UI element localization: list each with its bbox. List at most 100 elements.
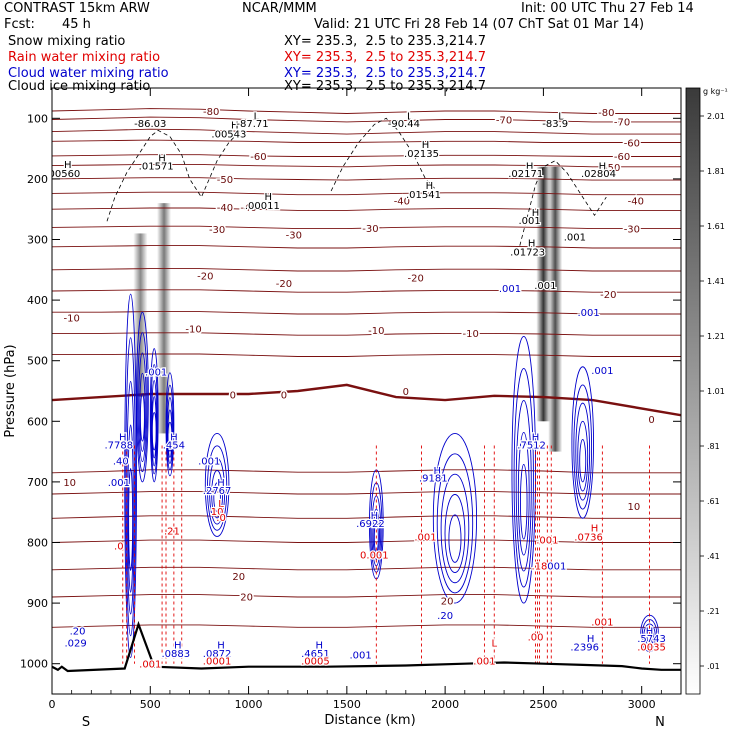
field-annotation-8: -83.9	[542, 119, 568, 130]
field-annotation-43: .0	[216, 513, 226, 524]
field-annotation-80: .5743	[637, 634, 666, 645]
cloud-water-contour-6-3	[444, 494, 466, 574]
isotherm-label-15: -30	[362, 224, 378, 235]
y-tick-label-0: 100	[27, 112, 48, 125]
field-annotation-12: .01571	[139, 162, 174, 173]
field-annotation-62: .20	[437, 611, 453, 622]
isotherm-label-13: -30	[209, 225, 225, 236]
forecast-hour: 45 h	[62, 17, 91, 32]
field-annotation-20: .01541	[406, 190, 441, 201]
field-annotation-79: H	[646, 626, 654, 637]
field-annotation-31: .001	[145, 368, 167, 379]
isotherm-4	[52, 154, 681, 157]
forecast-label: Fcst:	[4, 17, 35, 32]
isotherm-label-6: -60	[614, 152, 630, 163]
colorbar-tick-label-8: 1.61	[707, 222, 725, 231]
isotherm-label-25: 0	[230, 391, 236, 402]
field-annotation-15: H	[526, 162, 534, 173]
colorbar-tick-label-2: .41	[707, 552, 720, 561]
field-annotation-47: H	[433, 466, 441, 477]
x-tick-label-4: 2000	[431, 698, 459, 711]
field-xy-rain: XY= 235.3, 2.5 to 235.3,214.7	[284, 50, 487, 65]
cloud-water-contour-5-3	[372, 508, 380, 560]
field-annotation-46: .0	[114, 542, 124, 553]
colorbar-tick-label-0: .01	[707, 662, 720, 671]
field-annotation-35: H	[170, 432, 178, 443]
isotherm-label-0: -80	[203, 107, 219, 118]
cloud-water-contour-2-3	[151, 396, 157, 459]
field-annotation-4: -86.03	[134, 119, 166, 130]
field-annotation-38: .001	[198, 457, 220, 468]
field-annotation-48: .9181	[419, 474, 448, 485]
isotherm-23	[52, 624, 681, 628]
field-label-cloud-ice: Cloud ice mixing ratio	[8, 79, 151, 94]
x-axis-right-end: N	[655, 715, 665, 730]
isotherm-13	[52, 311, 681, 315]
field-annotation-68: .0872	[203, 649, 232, 660]
field-annotation-69: .0001	[203, 657, 232, 668]
isotherm-18	[52, 491, 681, 495]
isotherm-20	[52, 539, 681, 543]
field-annotation-36: .454	[163, 440, 185, 451]
field-annotation-59: .18	[532, 562, 548, 573]
x-tick-label-5: 2500	[529, 698, 557, 711]
field-annotation-3: -87.71	[236, 119, 268, 130]
field-annotation-81: .0035	[637, 643, 666, 654]
y-tick-label-5: 600	[27, 415, 48, 428]
field-annotation-22: .00011	[245, 201, 280, 212]
cloud-water-contour-6-1	[436, 453, 474, 594]
x-tick-label-0: 0	[49, 698, 56, 711]
cloud-water-contour-8-4	[579, 439, 587, 483]
field-annotation-21: H	[264, 192, 272, 203]
surface-terrain-line	[52, 620, 681, 673]
field-annotation-74: .001	[139, 660, 161, 671]
field-annotation-75: .001	[473, 657, 495, 668]
x-tick-label-6: 3000	[628, 698, 656, 711]
field-annotation-67: H	[217, 640, 225, 651]
field-annotation-64: .029	[64, 638, 86, 649]
field-annotation-11: H	[158, 154, 166, 165]
field-annotation-63: .20	[70, 626, 86, 637]
field-annotation-17: H	[599, 162, 607, 173]
cloud-water-contour-0-1	[125, 337, 136, 637]
snow-contour-0	[106, 129, 241, 222]
isotherm-label-30: 10	[627, 502, 640, 513]
field-xy-snow: XY= 235.3, 2.5 to 235.3,214.7	[284, 34, 487, 49]
cloud-water-contour-2-0	[149, 348, 159, 483]
field-xy-cloud-water: XY= 235.3, 2.5 to 235.3,214.7	[284, 66, 487, 81]
isotherm-label-23: -10	[368, 326, 384, 337]
snow-contour-2	[519, 160, 607, 246]
isotherm-label-33: 20	[441, 597, 454, 608]
isotherm-14	[52, 332, 681, 336]
field-annotation-66: .0883	[162, 649, 191, 660]
cloud-water-contour-6-2	[440, 473, 470, 584]
field-annotation-32: .001	[591, 366, 613, 377]
field-annotation-71: .4651	[301, 649, 330, 660]
field-annotation-2: L	[254, 111, 260, 122]
field-annotation-23: H	[532, 208, 540, 219]
field-annotation-42: 10	[211, 507, 224, 518]
model-name: CONTRAST 15km ARW	[4, 1, 150, 16]
colorbar-tick-label-6: 1.21	[707, 332, 725, 341]
field-annotation-19: H	[426, 181, 434, 192]
field-annotation-28: .001	[534, 281, 556, 292]
field-annotation-7: L	[558, 111, 564, 122]
field-annotation-30: .001	[577, 308, 599, 319]
isotherm-17	[52, 469, 681, 474]
cloud-water-contour-8-1	[573, 384, 593, 510]
cloud-ice-shaft-2	[536, 166, 551, 422]
isotherm-label-9: -40	[217, 203, 233, 214]
colorbar-tick-label-3: .61	[707, 497, 720, 506]
y-tick-label-6: 700	[27, 476, 48, 489]
field-annotation-29: .001	[499, 284, 521, 295]
colorbar-unit: g kg⁻¹	[703, 87, 728, 96]
isotherm-label-31: 20	[232, 572, 245, 583]
cloud-ice-shaft-0	[157, 203, 172, 434]
field-annotation-50: .7512	[517, 440, 546, 451]
field-annotation-16: .02171	[508, 169, 543, 180]
field-label-snow: Snow mixing ratio	[8, 34, 126, 49]
isotherm-9	[52, 225, 681, 230]
field-annotation-41: L	[218, 499, 224, 510]
init-time: Init: 00 UTC Thu 27 Feb 14	[521, 1, 694, 16]
cloud-water-contour-6-4	[448, 514, 462, 563]
